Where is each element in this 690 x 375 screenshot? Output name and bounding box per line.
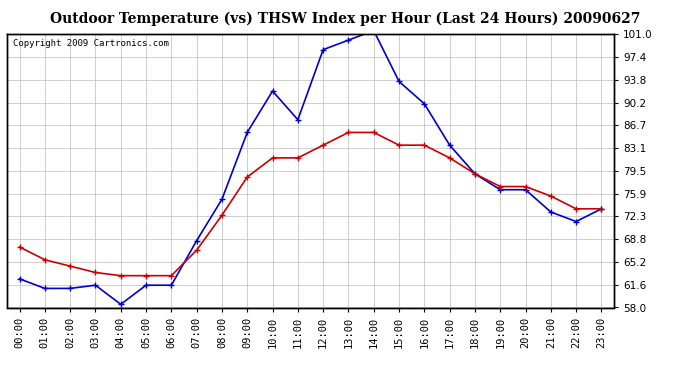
- Text: Outdoor Temperature (vs) THSW Index per Hour (Last 24 Hours) 20090627: Outdoor Temperature (vs) THSW Index per …: [50, 11, 640, 26]
- Text: Copyright 2009 Cartronics.com: Copyright 2009 Cartronics.com: [13, 39, 169, 48]
